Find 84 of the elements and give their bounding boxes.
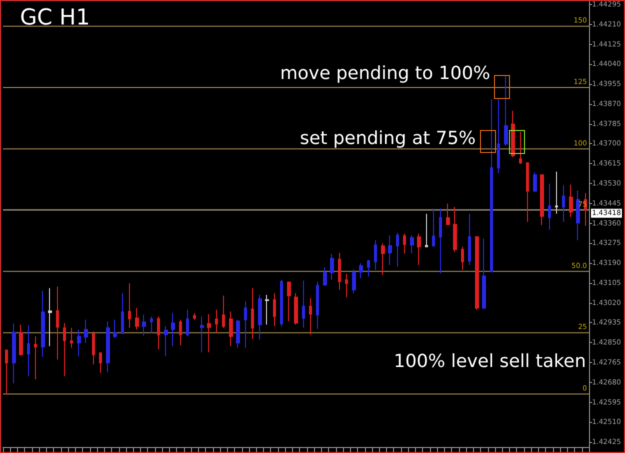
candlestick (323, 266, 327, 286)
candlestick (273, 292, 276, 327)
candlestick (381, 242, 385, 276)
candlestick (56, 286, 59, 360)
candlestick (439, 208, 442, 274)
candlestick (374, 240, 377, 270)
candlestick (135, 308, 139, 330)
candlestick (84, 319, 88, 344)
candlestick (555, 171, 558, 214)
candlestick (511, 110, 515, 158)
candlestick (359, 262, 363, 279)
candlestick (179, 319, 182, 346)
candlestick (548, 183, 551, 230)
candlestick (425, 213, 428, 248)
candlestick (207, 314, 211, 353)
candlestick (533, 172, 537, 193)
candlestick (5, 350, 8, 395)
candlestick (77, 329, 81, 357)
annotation: move pending to 100% (280, 63, 490, 84)
candlestick (475, 236, 479, 310)
candlestick (468, 213, 471, 266)
candlestick (265, 294, 269, 326)
candlestick (251, 288, 254, 340)
candlestick (63, 322, 66, 377)
candlestick (562, 184, 565, 222)
candlestick (258, 294, 262, 340)
candlestick (41, 290, 45, 358)
candlestick (345, 273, 348, 298)
candlestick (113, 319, 117, 338)
candlestick (490, 98, 493, 272)
candlestick (403, 233, 406, 254)
candlestick (186, 309, 189, 337)
candlestick (34, 336, 37, 380)
candlestick (453, 206, 457, 252)
candlestick (157, 316, 160, 350)
candlestick (410, 234, 414, 254)
annotation: set pending at 75% (300, 128, 476, 149)
candlestick (244, 300, 247, 348)
candlestick (19, 324, 23, 356)
candlestick (200, 316, 204, 353)
candlestick (432, 208, 435, 248)
candlestick (193, 312, 196, 320)
candlestick (316, 281, 319, 330)
candlestick (417, 233, 421, 266)
candlestick (540, 174, 544, 226)
candlestick (164, 326, 168, 357)
candlestick (330, 253, 334, 280)
candlestick (388, 234, 392, 266)
candlestick (309, 298, 312, 336)
candlestick (236, 319, 240, 348)
candlestick (287, 281, 291, 322)
chart-title: GC H1 (20, 6, 90, 30)
candlestick (367, 260, 370, 278)
candlestick (92, 330, 95, 365)
candlestick (446, 203, 450, 226)
candlestick (461, 246, 464, 270)
candlestick (48, 288, 52, 347)
candlestick (171, 312, 175, 347)
candlestick (504, 76, 508, 146)
candlestick (280, 279, 283, 327)
candlestick (99, 352, 102, 374)
candlestick (27, 324, 30, 377)
candlestick (128, 282, 131, 328)
candlestick (121, 292, 124, 334)
candlestick (222, 295, 225, 328)
candlestick (106, 320, 110, 373)
candlestick (229, 311, 233, 347)
candlestick (70, 327, 73, 348)
candlestick (519, 131, 522, 164)
candlestick (497, 98, 500, 174)
candlestick (12, 323, 16, 384)
candlestick (569, 184, 573, 218)
candlestick (150, 316, 153, 334)
candlestick (396, 232, 399, 268)
candlestick (302, 280, 305, 328)
candlestick (352, 268, 356, 294)
candlestick (338, 252, 341, 290)
candlestick (526, 162, 529, 222)
candlestick (215, 309, 218, 334)
candlestick (294, 292, 298, 326)
candlestick (482, 238, 486, 310)
annotation: 100% level sell taken (394, 351, 586, 372)
candlestick (576, 190, 580, 241)
candlestick (142, 314, 146, 336)
